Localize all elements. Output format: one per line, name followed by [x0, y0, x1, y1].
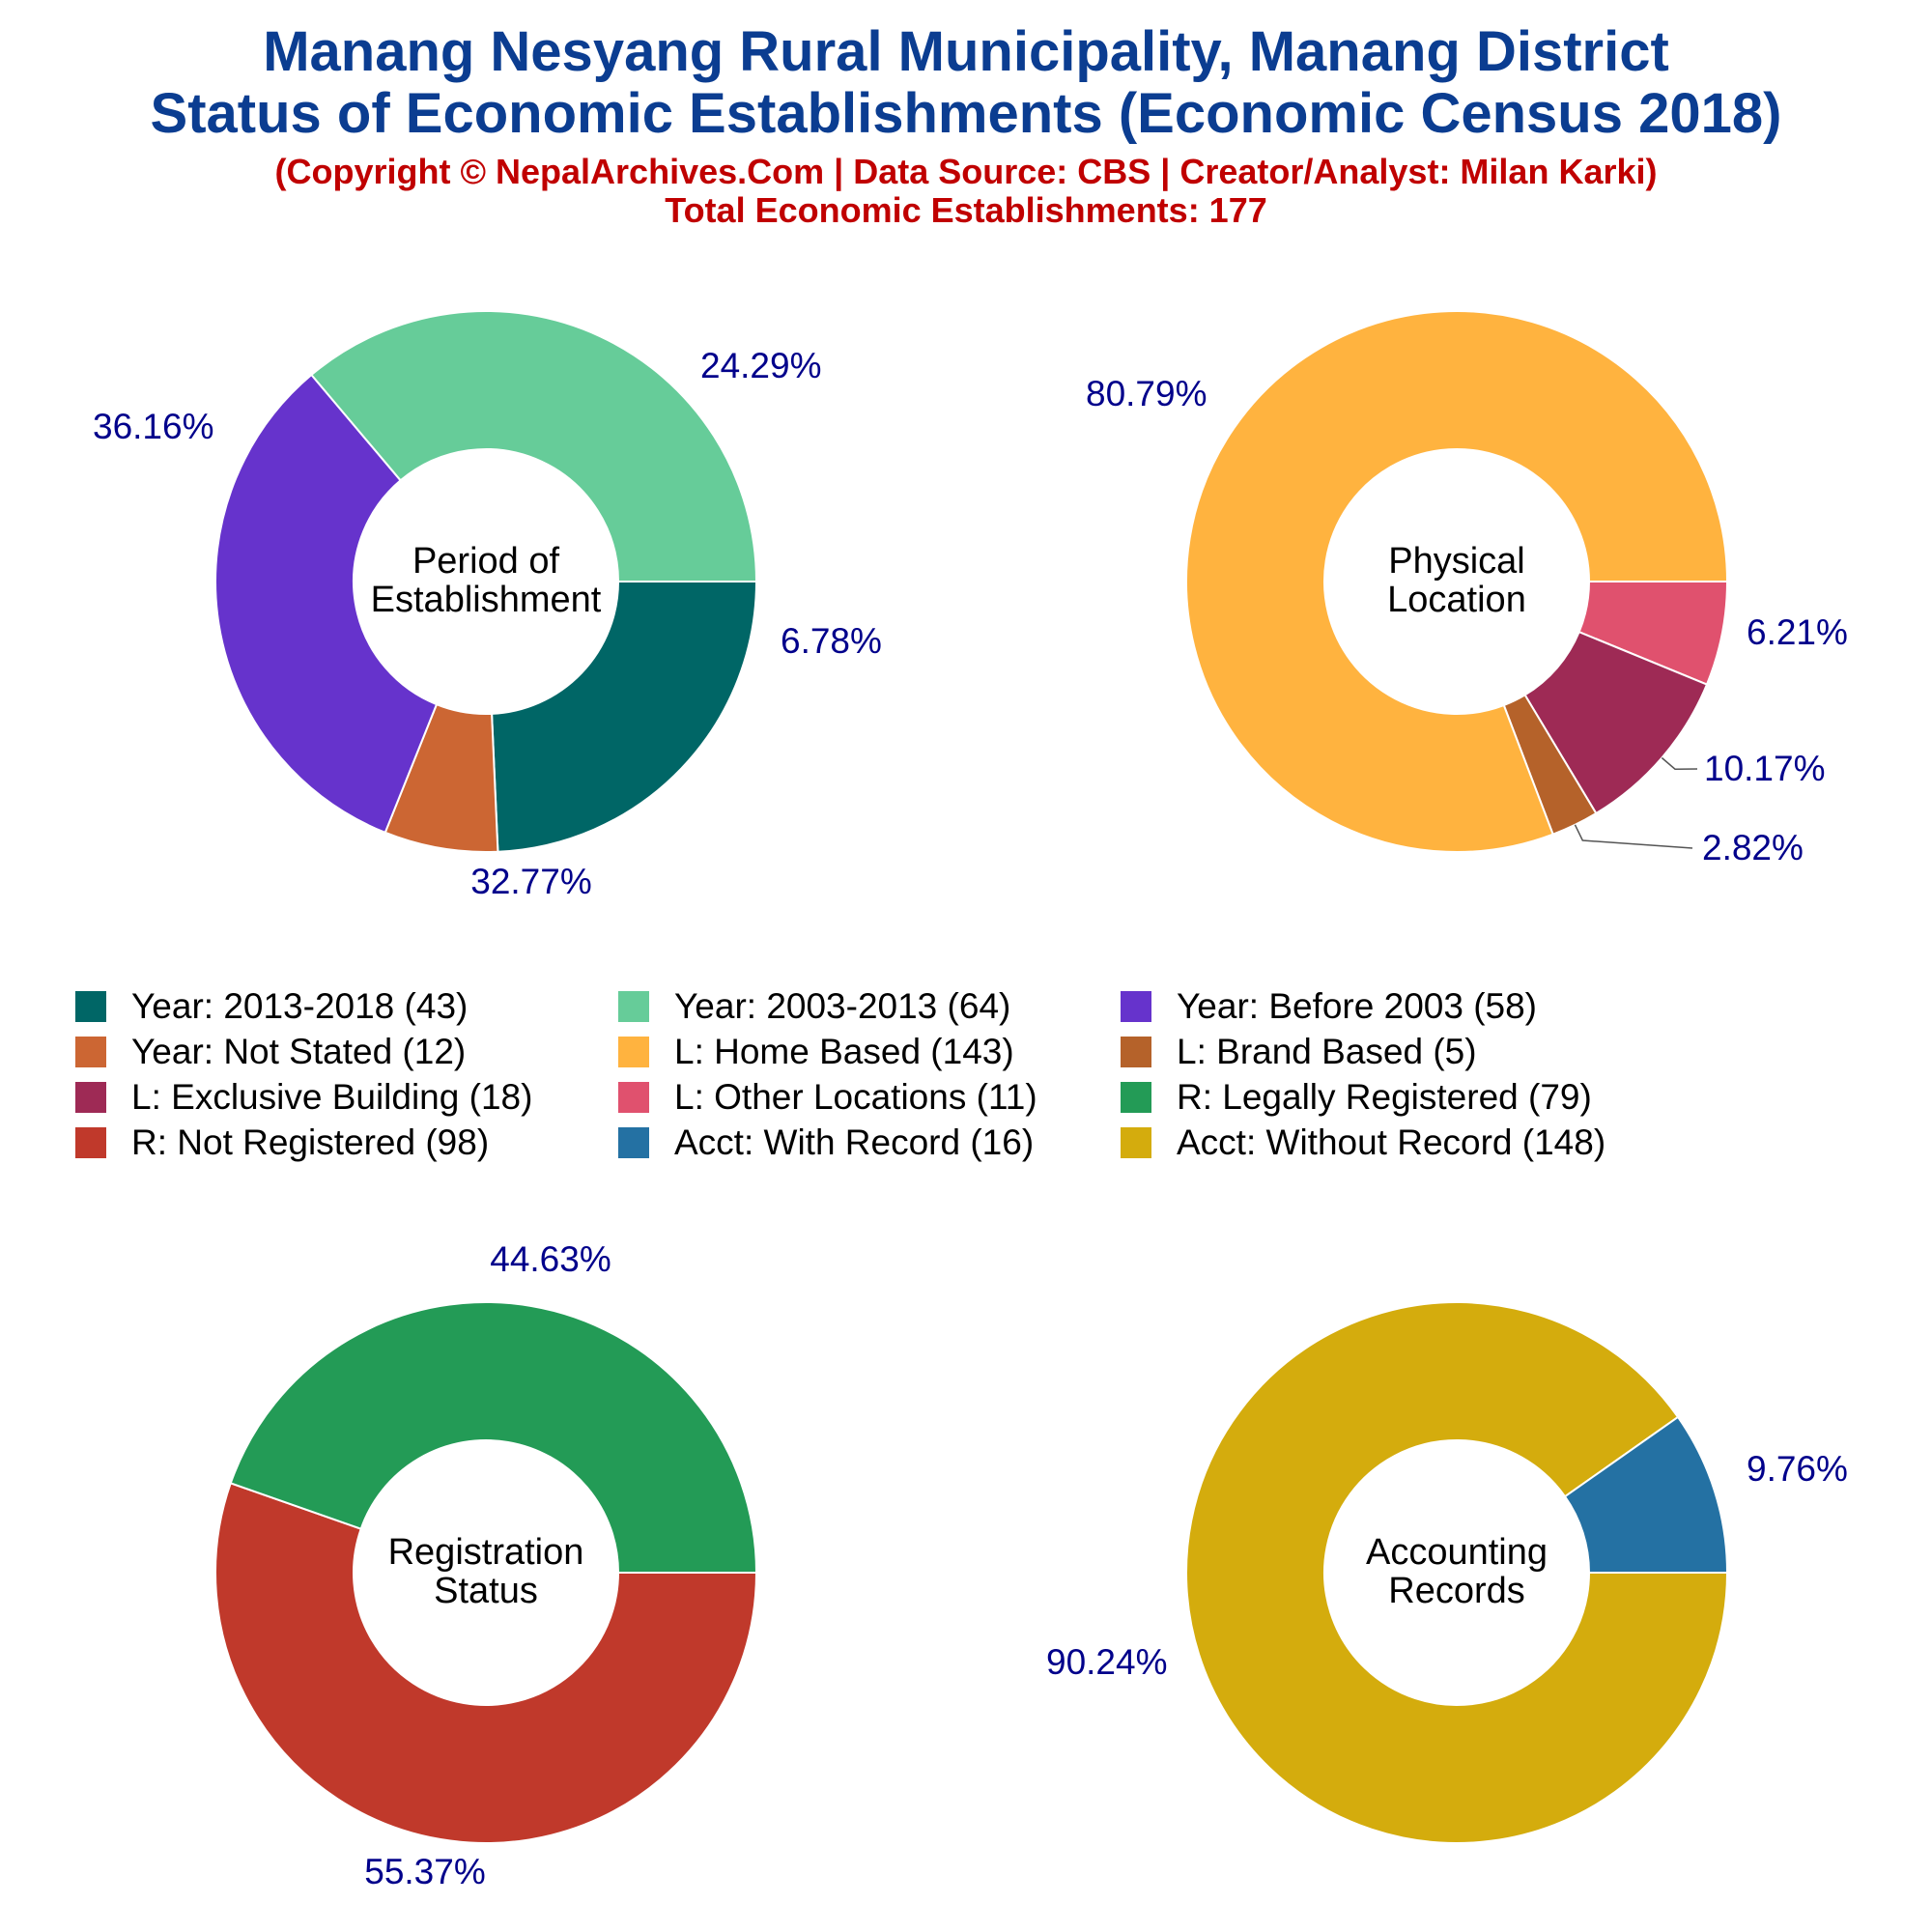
legend-label: R: Not Registered (98): [131, 1122, 490, 1162]
legend-label: L: Other Locations (11): [674, 1076, 1037, 1117]
legend-label: Year: Before 2003 (58): [1177, 985, 1537, 1026]
donut-slice: [1563, 1415, 1729, 1574]
donut-slice: [1185, 310, 1729, 853]
percent-label: 90.24%: [1046, 1642, 1168, 1682]
legend-row: Year: 2013-2018 (43) Year: 2003-2013 (64)…: [75, 983, 1718, 1029]
donut-slice: [229, 1300, 758, 1574]
legend-label: R: Legally Registered (79): [1177, 1076, 1592, 1117]
legend-item: R: Not Registered (98): [75, 1122, 618, 1163]
donut-slice: [1185, 1301, 1729, 1844]
legend-swatch: [1121, 1126, 1151, 1158]
donut-center-label: Location: [1387, 580, 1526, 620]
legend-swatch: [75, 990, 106, 1022]
legend-item: Acct: Without Record (148): [1121, 1122, 1662, 1163]
legend-item: R: Legally Registered (79): [1121, 1077, 1662, 1118]
donut-slice: [309, 310, 758, 582]
legend-label: Year: 2013-2018 (43): [131, 985, 469, 1026]
leader-line: [1661, 756, 1698, 770]
percent-label: 24.29%: [700, 346, 822, 385]
legend-item: L: Brand Based (5): [1121, 1032, 1662, 1072]
legend-item: L: Other Locations (11): [618, 1077, 1121, 1118]
donut-slice: [214, 373, 439, 835]
donut-center-label: Registration: [388, 1532, 584, 1573]
legend-label: Year: 2003-2013 (64): [674, 985, 1011, 1026]
percent-label: 2.82%: [1702, 828, 1804, 867]
chart-header: Manang Nesyang Rural Municipality, Manan…: [0, 21, 1932, 230]
legend-label: L: Brand Based (5): [1177, 1031, 1477, 1071]
donut-center-label: Physical: [1388, 541, 1525, 582]
legend-swatch: [75, 1081, 106, 1113]
title-line-1: Manang Nesyang Rural Municipality, Manan…: [263, 20, 1669, 83]
legend-row: Year: Not Stated (12) L: Home Based (143)…: [75, 1029, 1718, 1074]
legend-swatch: [75, 1036, 106, 1067]
legend-row: L: Exclusive Building (18) L: Other Locat…: [75, 1074, 1718, 1120]
legend: Year: 2013-2018 (43) Year: 2003-2013 (64)…: [75, 983, 1718, 1165]
percent-label: 44.63%: [490, 1239, 611, 1279]
legend-label: Acct: With Record (16): [674, 1122, 1035, 1162]
legend-label: Year: Not Stated (12): [131, 1031, 467, 1071]
donut-center-label: Period of: [412, 541, 560, 582]
legend-label: L: Home Based (143): [674, 1031, 1014, 1071]
donut-slice: [491, 581, 758, 853]
legend-swatch: [618, 990, 649, 1022]
donut-center-label: Status: [434, 1571, 538, 1611]
legend-swatch: [75, 1126, 106, 1158]
legend-label: L: Exclusive Building (18): [131, 1076, 533, 1117]
legend-item: L: Home Based (143): [618, 1032, 1121, 1072]
legend-swatch: [618, 1126, 649, 1158]
legend-swatch: [1121, 1036, 1151, 1067]
legend-item: Year: Before 2003 (58): [1121, 986, 1662, 1027]
legend-item: Acct: With Record (16): [618, 1122, 1121, 1163]
percent-label: 55.37%: [364, 1852, 486, 1891]
leader-line: [1574, 824, 1693, 849]
percent-label: 10.17%: [1704, 749, 1826, 788]
percent-label: 36.16%: [93, 407, 214, 446]
legend-item: Year: 2003-2013 (64): [618, 986, 1121, 1027]
legend-row: R: Not Registered (98) Acct: With Record …: [75, 1120, 1718, 1165]
percent-label: 6.21%: [1747, 612, 1848, 652]
copyright-note: (Copyright © NepalArchives.Com | Data So…: [274, 152, 1658, 191]
legend-swatch: [618, 1081, 649, 1113]
legend-swatch: [1121, 990, 1151, 1022]
legend-swatch: [618, 1036, 649, 1067]
legend-item: L: Exclusive Building (18): [75, 1077, 618, 1118]
title-line-2: Status of Economic Establishments (Econo…: [150, 82, 1782, 145]
donut-center-label: Accounting: [1366, 1532, 1548, 1573]
percent-label: 9.76%: [1747, 1449, 1848, 1489]
donut-center-label: Records: [1388, 1571, 1525, 1611]
percent-label: 6.78%: [781, 621, 882, 661]
legend-item: Year: 2013-2018 (43): [75, 986, 618, 1027]
total-establishments: Total Economic Establishments: 177: [665, 190, 1267, 230]
percent-label: 32.77%: [470, 862, 592, 901]
percent-label: 80.79%: [1086, 374, 1208, 413]
donut-center-label: Establishment: [371, 580, 602, 620]
legend-swatch: [1121, 1081, 1151, 1113]
legend-item: Year: Not Stated (12): [75, 1032, 618, 1072]
legend-label: Acct: Without Record (148): [1177, 1122, 1606, 1162]
